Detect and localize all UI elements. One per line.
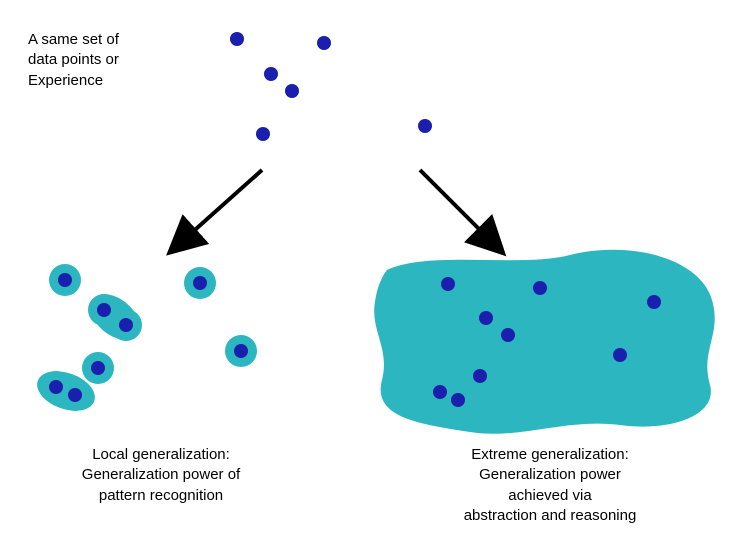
data-point xyxy=(317,36,331,50)
right-sub-text: Generalization powerachieved viaabstract… xyxy=(410,465,690,526)
left-title-text: Local generalization: xyxy=(26,445,296,465)
extreme-region-blob xyxy=(374,250,714,434)
data-point xyxy=(501,328,515,342)
data-point xyxy=(433,385,447,399)
top-points-group xyxy=(230,32,432,141)
left-label: Local generalization: Generalization pow… xyxy=(26,445,296,506)
data-point xyxy=(256,127,270,141)
data-point xyxy=(49,380,63,394)
data-point xyxy=(473,369,487,383)
diagram-stage: A same set ofdata points orExperience Lo… xyxy=(0,0,740,551)
data-point xyxy=(479,311,493,325)
data-point xyxy=(418,119,432,133)
right-blob-group xyxy=(374,250,714,434)
data-point xyxy=(264,67,278,81)
data-point xyxy=(451,393,465,407)
data-point xyxy=(97,303,111,317)
data-point xyxy=(234,344,248,358)
data-point xyxy=(58,273,72,287)
data-point xyxy=(647,295,661,309)
data-point xyxy=(441,277,455,291)
arrow-right xyxy=(420,170,495,245)
data-point xyxy=(193,276,207,290)
top-label: A same set ofdata points orExperience xyxy=(28,30,198,91)
arrow-left xyxy=(178,170,262,245)
arrows-group xyxy=(178,170,495,245)
data-point xyxy=(91,361,105,375)
data-point xyxy=(613,348,627,362)
data-point xyxy=(533,281,547,295)
top-label-text: A same set ofdata points orExperience xyxy=(28,31,119,89)
left-sub-text: Generalization power ofpattern recogniti… xyxy=(26,465,296,506)
data-point xyxy=(230,32,244,46)
data-point xyxy=(119,318,133,332)
data-point xyxy=(68,388,82,402)
left-halos-group xyxy=(32,264,257,418)
right-label: Extreme generalization: Generalization p… xyxy=(410,445,690,526)
right-title-text: Extreme generalization: xyxy=(410,445,690,465)
data-point xyxy=(285,84,299,98)
